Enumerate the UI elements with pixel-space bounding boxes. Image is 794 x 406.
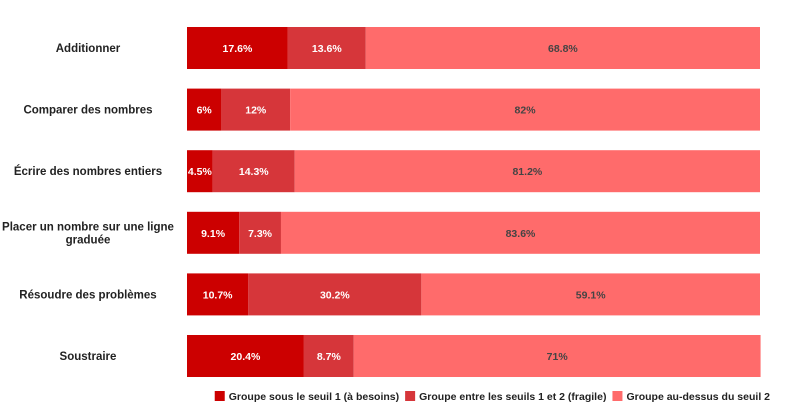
bar-segment [303, 335, 354, 377]
category-label: Additionner [56, 43, 121, 55]
bar-segment [187, 273, 249, 316]
legend-label: Groupe entre les seuils 1 et 2 (fragile) [419, 391, 606, 403]
legend-label: Groupe sous le seuil 1 (à besoins) [229, 391, 399, 403]
bar-segment [187, 211, 240, 254]
bar-segment [187, 27, 288, 69]
category-label: Soustraire [60, 351, 117, 363]
data-label: 4.5% [188, 166, 213, 178]
bar-segment [287, 27, 366, 69]
bar-segment [187, 335, 304, 377]
category-label: Placer un nombre sur une ligne graduée [2, 221, 174, 246]
bar-segment [280, 211, 760, 254]
data-label: 20.4% [231, 351, 261, 363]
bar-segment [221, 88, 291, 131]
bar-segment [248, 273, 422, 316]
bar-segment [239, 211, 281, 254]
data-label: 14.3% [239, 166, 269, 178]
bar-segment [353, 335, 761, 377]
data-label: 8.7% [317, 351, 342, 363]
bar-segment [290, 88, 760, 131]
category-label: Comparer des nombres [23, 105, 152, 117]
data-label: 68.8% [548, 43, 578, 55]
data-label: 7.3% [248, 228, 273, 240]
data-label: 59.1% [576, 289, 606, 301]
data-label: 30.2% [320, 289, 350, 301]
data-label: 82% [515, 105, 537, 117]
data-label: 6% [197, 105, 213, 117]
legend: Groupe sous le seuil 1 (à besoins) Groupe… [214, 391, 770, 403]
bar-segment [365, 27, 760, 69]
data-label: 71% [547, 351, 569, 363]
data-label: 13.6% [312, 43, 342, 55]
category-label: Résoudre des problèmes [19, 289, 156, 301]
data-label: 10.7% [203, 289, 233, 301]
data-label: 17.6% [223, 43, 253, 55]
legend-swatch [612, 391, 623, 401]
bar-segment [294, 150, 760, 193]
legend-swatch [214, 391, 225, 401]
data-label: 83.6% [506, 228, 536, 240]
data-label: 9.1% [201, 228, 226, 240]
bar-segment [212, 150, 295, 193]
legend-swatch [405, 391, 416, 401]
bar-segment [187, 88, 222, 131]
plot-area: Additionner 17.6% 13.6% 68.8% Comparer des n… [2, 27, 761, 377]
data-label: 81.2% [512, 166, 542, 178]
category-label: Écrire des nombres entiers [14, 165, 162, 178]
legend-label: Groupe au-dessus du seuil 2 [626, 391, 770, 403]
data-label: 12% [245, 105, 267, 117]
bar-segment [187, 150, 213, 193]
bar-segment [421, 273, 760, 316]
